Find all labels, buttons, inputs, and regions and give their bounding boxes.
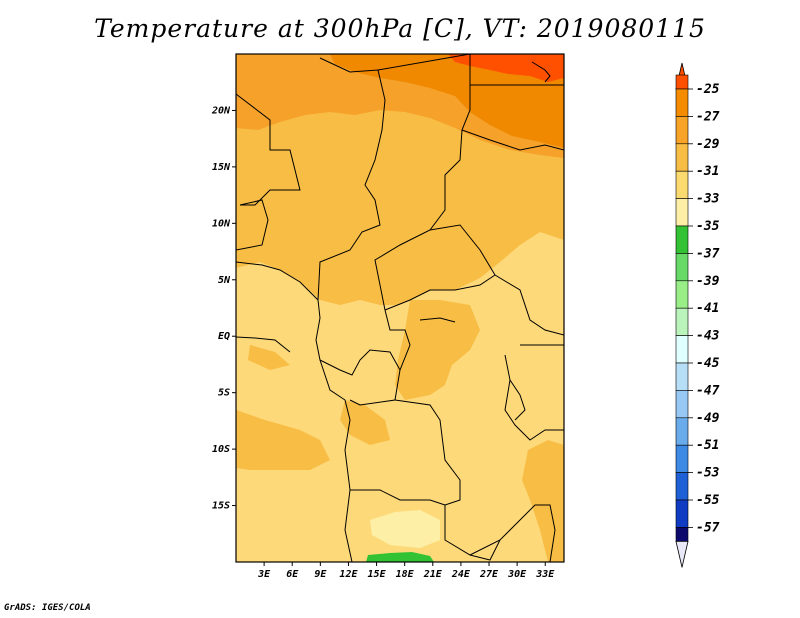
lon-tick-label: 15E — [368, 569, 387, 580]
lat-tick-label: 10S — [212, 444, 230, 455]
colorbar-label: -53 — [696, 466, 720, 481]
colorbar-swatch — [675, 143, 689, 172]
country-borders — [236, 54, 564, 562]
lon-tick-label: 21E — [423, 569, 443, 580]
colorbar-label: -29 — [696, 137, 720, 152]
colorbar-label: -57 — [696, 520, 720, 535]
lon-tick-label: 12E — [339, 569, 358, 580]
colorbar-label: -33 — [696, 192, 720, 207]
grads-credit: GrADS: IGES/COLA — [4, 603, 91, 613]
temperature-band-31-east — [522, 440, 564, 562]
longitude-axis: 3E 6E 9E 12E 15E 18E 21E 24E 27E 30E 33E — [257, 562, 555, 580]
colorbar-swatch — [675, 116, 689, 145]
lat-tick-label: 10N — [212, 218, 231, 229]
temperature-band-31-center — [395, 300, 480, 400]
colorbar-label: -31 — [696, 164, 719, 179]
colorbar-swatch — [675, 390, 689, 419]
colorbar-label: -55 — [696, 493, 720, 508]
lon-tick-label: 30E — [507, 569, 527, 580]
colorbar-swatch — [675, 88, 689, 117]
temperature-band-37 — [366, 552, 434, 562]
lon-tick-label: 33E — [535, 569, 555, 580]
temperature-colorbar: -25 -27 -29 -31 -33 -35 -37 -39 -41 -43 -45 -47 -49 -… — [675, 62, 720, 568]
colorbar-label: -37 — [696, 246, 720, 261]
colorbar-swatch — [675, 74, 689, 90]
map-frame — [235, 53, 565, 563]
lat-tick-label: 15N — [212, 162, 231, 173]
colorbar-label: -47 — [696, 383, 720, 398]
map-plot-area — [235, 53, 565, 563]
lon-tick-label: 6E — [286, 569, 299, 580]
lat-tick-label: EQ — [218, 331, 230, 342]
latitude-axis: 20N 15N 10N 5N EQ 5S 10S 15S — [211, 105, 236, 512]
colorbar-swatch — [675, 170, 689, 199]
lon-tick-label: 27E — [479, 569, 499, 580]
colorbar-label: -41 — [696, 301, 719, 316]
lat-tick-label: 5S — [218, 388, 230, 399]
colorbar-label: -39 — [696, 274, 720, 289]
colorbar-swatch — [675, 499, 689, 528]
map-title: Temperature at 300hPa [C], VT: 201908011… — [94, 14, 706, 43]
lon-tick-label: 9E — [314, 569, 327, 580]
colorbar-swatch — [675, 527, 689, 542]
temperature-band-31-west — [236, 410, 330, 470]
lat-tick-label: 15S — [212, 501, 230, 512]
colorbar-label: -35 — [696, 219, 720, 234]
colorbar-label: -25 — [696, 82, 720, 97]
temperature-band-31-patch — [340, 400, 390, 445]
colorbar-label: -49 — [696, 411, 720, 426]
temperature-band-35 — [370, 510, 440, 548]
lon-tick-label: 3E — [257, 569, 271, 580]
colorbar-swatch — [675, 225, 689, 254]
temperature-band-31-patch — [248, 345, 290, 370]
colorbar-swatch — [675, 198, 689, 227]
colorbar-swatch — [675, 307, 689, 336]
temperature-band-27 — [330, 54, 564, 148]
lon-tick-label: 24E — [451, 569, 471, 580]
lat-tick-label: 20N — [211, 105, 231, 116]
lat-tick-label: 5N — [218, 275, 231, 286]
colorbar-label: -45 — [696, 356, 720, 371]
temperature-band-25 — [448, 54, 564, 82]
colorbar-label: -43 — [696, 329, 720, 344]
colorbar-swatch — [675, 444, 689, 473]
colorbar-swatch — [675, 472, 689, 501]
colorbar-swatch — [675, 253, 689, 282]
colorbar-swatch — [675, 335, 689, 364]
colorbar-swatch — [675, 417, 689, 446]
colorbar-label: -51 — [696, 438, 719, 453]
colorbar-swatch — [675, 280, 689, 309]
colorbar-label: -27 — [696, 109, 720, 124]
colorbar-swatch — [675, 362, 689, 391]
lon-tick-label: 18E — [396, 569, 415, 580]
colorbar-bottom-arrow — [675, 541, 689, 568]
